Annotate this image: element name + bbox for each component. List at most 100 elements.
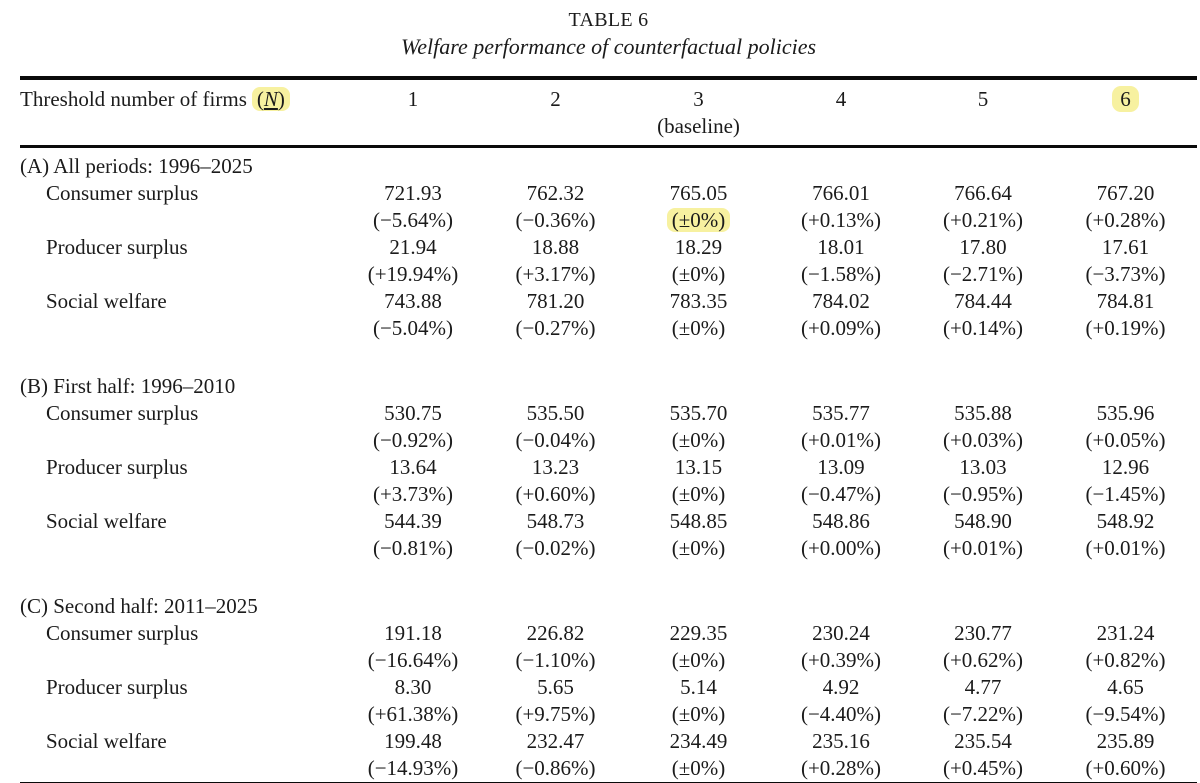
cell-value: 12.96 bbox=[1101, 455, 1150, 479]
cell-value: 548.90 bbox=[954, 509, 1012, 533]
cell-value: 767.20 bbox=[1096, 181, 1155, 205]
cell-pct: (+0.60%) bbox=[515, 482, 596, 506]
cell-value: 548.85 bbox=[669, 509, 728, 533]
data-cell: 762.32 (−0.36%) bbox=[484, 180, 627, 234]
cell-pct: (−5.04%) bbox=[372, 316, 454, 340]
cell-value: 17.80 bbox=[959, 235, 1007, 259]
data-cell: 548.73 (−0.02%) bbox=[484, 508, 627, 562]
cell-value: 8.30 bbox=[394, 675, 432, 699]
cell-value: 783.35 bbox=[669, 289, 728, 313]
column-header-3: 3 (baseline) bbox=[627, 78, 770, 147]
column-header-5: 5 bbox=[977, 87, 989, 111]
header-label: Threshold number of firms bbox=[20, 87, 247, 111]
data-cell: 4.77 (−7.22%) bbox=[912, 674, 1054, 728]
data-cell: 231.24 (+0.82%) bbox=[1054, 620, 1197, 674]
data-cell: 17.61 (−3.73%) bbox=[1054, 234, 1197, 288]
header-row: Threshold number of firms (N) 1 2 3 (basel… bbox=[20, 78, 1197, 147]
cell-pct: (+0.19%) bbox=[1085, 316, 1166, 340]
cell-pct: (−0.36%) bbox=[515, 208, 596, 232]
cell-pct: (±0%) bbox=[671, 648, 726, 672]
data-cell: 191.18 (−16.64%) bbox=[342, 620, 484, 674]
cell-pct: (−0.47%) bbox=[800, 482, 882, 506]
cell-pct: (−16.64%) bbox=[367, 648, 459, 672]
data-cell: 235.89 (+0.60%) bbox=[1054, 728, 1197, 783]
cell-pct: (+3.17%) bbox=[515, 262, 596, 286]
cell-value: 784.02 bbox=[812, 289, 870, 313]
cell-pct: (−0.86%) bbox=[515, 756, 596, 780]
cell-pct: (+0.13%) bbox=[800, 208, 882, 232]
section-header-row: (B) First half: 1996–2010 bbox=[20, 342, 1197, 400]
cell-value: 548.73 bbox=[526, 509, 585, 533]
data-cell: 8.30 (+61.38%) bbox=[342, 674, 484, 728]
table-caption: TABLE 6 Welfare performance of counterfa… bbox=[20, 8, 1197, 60]
col6-highlight: 6 bbox=[1112, 86, 1139, 112]
cell-value: 232.47 bbox=[526, 729, 585, 753]
cell-pct: (±0%) bbox=[671, 702, 726, 726]
cell-pct: (−7.22%) bbox=[942, 702, 1024, 726]
cell-pct: (±0%) bbox=[671, 482, 726, 506]
cell-pct: (+0.62%) bbox=[942, 648, 1024, 672]
cell-pct: (+9.75%) bbox=[515, 702, 596, 726]
data-cell: 5.14 (±0%) bbox=[627, 674, 770, 728]
data-cell: 232.47 (−0.86%) bbox=[484, 728, 627, 783]
cell-pct: (+61.38%) bbox=[367, 702, 459, 726]
data-cell: 199.48 (−14.93%) bbox=[342, 728, 484, 783]
column-header-1: 1 bbox=[407, 87, 419, 111]
header-label-cell: Threshold number of firms (N) bbox=[20, 78, 342, 147]
cell-pct: (±0%) bbox=[671, 316, 726, 340]
cell-value: 4.92 bbox=[822, 675, 860, 699]
cell-value: 544.39 bbox=[384, 509, 442, 533]
cell-pct: (+0.09%) bbox=[800, 316, 882, 340]
row-label: Producer surplus bbox=[46, 235, 188, 259]
cell-value: 766.01 bbox=[812, 181, 870, 205]
data-cell: 535.88 (+0.03%) bbox=[912, 400, 1054, 454]
cell-value: 191.18 bbox=[384, 621, 442, 645]
cell-pct: (−0.81%) bbox=[372, 536, 454, 560]
section-label: (C) Second half: 2011–2025 bbox=[20, 594, 258, 618]
row-label: Social welfare bbox=[46, 289, 167, 313]
cell-pct: (+0.01%) bbox=[800, 428, 882, 452]
cell-value: 13.23 bbox=[531, 455, 580, 479]
cell-value: 766.64 bbox=[954, 181, 1012, 205]
data-cell: 544.39 (−0.81%) bbox=[342, 508, 484, 562]
data-cell: 4.65 (−9.54%) bbox=[1054, 674, 1197, 728]
cell-value: 231.24 bbox=[1096, 621, 1155, 645]
cell-pct: (+0.39%) bbox=[800, 648, 882, 672]
data-cell: 235.16 (+0.28%) bbox=[770, 728, 912, 783]
cell-pct: (−1.58%) bbox=[800, 262, 882, 286]
cell-value: 18.01 bbox=[817, 235, 865, 259]
data-cell: 229.35 (±0%) bbox=[627, 620, 770, 674]
data-cell: 783.35 (±0%) bbox=[627, 288, 770, 342]
data-cell: 535.96 (+0.05%) bbox=[1054, 400, 1197, 454]
row-label: Producer surplus bbox=[46, 675, 188, 699]
data-cell: 13.15 (±0%) bbox=[627, 454, 770, 508]
data-cell: 17.80 (−2.71%) bbox=[912, 234, 1054, 288]
row-label: Social welfare bbox=[46, 509, 167, 533]
cell-pct: (−14.93%) bbox=[367, 756, 459, 780]
welfare-table: Threshold number of firms (N) 1 2 3 (basel… bbox=[20, 76, 1197, 783]
section-header-row: (C) Second half: 2011–2025 bbox=[20, 562, 1197, 620]
cell-value: 548.92 bbox=[1096, 509, 1155, 533]
data-cell: 548.85 (±0%) bbox=[627, 508, 770, 562]
table-row: Social welfare 544.39 (−0.81%) 548.73 (−0.02… bbox=[20, 508, 1197, 562]
cell-value: 13.03 bbox=[959, 455, 1007, 479]
cell-pct: (−9.54%) bbox=[1085, 702, 1166, 726]
cell-value: 17.61 bbox=[1101, 235, 1150, 259]
data-cell: 530.75 (−0.92%) bbox=[342, 400, 484, 454]
open-paren: ( bbox=[256, 87, 264, 111]
table-body: (A) All periods: 1996–2025 Consumer surpl… bbox=[20, 147, 1197, 783]
data-cell: 548.92 (+0.01%) bbox=[1054, 508, 1197, 562]
cell-value: 784.81 bbox=[1096, 289, 1155, 313]
table-row: Consumer surplus 530.75 (−0.92%) 535.50 (−0.… bbox=[20, 400, 1197, 454]
cell-pct: (+0.28%) bbox=[800, 756, 882, 780]
cell-pct: (−1.10%) bbox=[515, 648, 596, 672]
cell-pct: (+0.28%) bbox=[1085, 208, 1166, 232]
cell-value: 199.48 bbox=[384, 729, 442, 753]
cell-value: 18.29 bbox=[674, 235, 723, 259]
table-row: Social welfare 743.88 (−5.04%) 781.20 (−0.27… bbox=[20, 288, 1197, 342]
section-header-row: (A) All periods: 1996–2025 bbox=[20, 147, 1197, 181]
table-row: Producer surplus 13.64 (+3.73%) 13.23 (+0.60… bbox=[20, 454, 1197, 508]
cell-pct: (±0%) bbox=[671, 536, 726, 560]
cell-pct: (+0.14%) bbox=[942, 316, 1024, 340]
data-cell: 13.09 (−0.47%) bbox=[770, 454, 912, 508]
